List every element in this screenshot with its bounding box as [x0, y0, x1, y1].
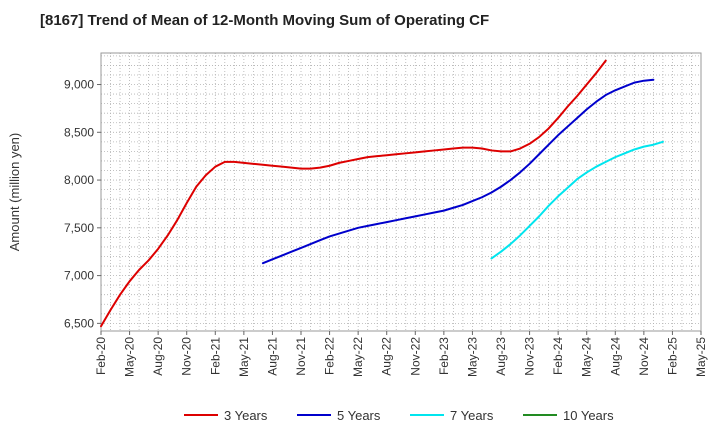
x-tick-label: May-23 — [465, 337, 479, 377]
x-tick-label: Feb-21 — [208, 337, 222, 375]
x-tick-label: Nov-21 — [294, 337, 308, 376]
legend-label: 3 Years — [224, 408, 268, 423]
series-line-3-years — [100, 59, 607, 328]
x-tick-label: Nov-20 — [180, 337, 194, 376]
x-tick-label: Nov-24 — [637, 337, 651, 376]
x-tick-label: May-24 — [580, 337, 594, 377]
chart-title: [8167] Trend of Mean of 12-Month Moving … — [40, 12, 490, 29]
y-tick-label: 8,000 — [64, 173, 94, 187]
legend-label: 7 Years — [450, 408, 494, 423]
x-tick-label: Feb-24 — [551, 337, 565, 375]
x-tick-label: Aug-23 — [494, 337, 508, 376]
x-tick-label: Aug-20 — [151, 337, 165, 376]
x-tick-label: May-20 — [123, 337, 137, 377]
legend-label: 10 Years — [563, 408, 614, 423]
x-tick-label: Feb-25 — [665, 337, 679, 375]
x-tick-label: May-25 — [694, 337, 708, 377]
plot-border — [100, 52, 702, 332]
x-tick-label: Aug-22 — [380, 337, 394, 376]
series-line-5-years — [261, 78, 655, 265]
plot-area — [101, 53, 701, 331]
x-tick-label: May-21 — [237, 337, 251, 377]
x-tick-label: Aug-21 — [265, 337, 279, 376]
x-tick-label: Nov-22 — [408, 337, 422, 376]
y-tick-label: 6,500 — [64, 316, 94, 330]
x-tick-label: Feb-20 — [94, 337, 108, 375]
x-tick-label: Nov-23 — [523, 337, 537, 376]
x-tick-label: Feb-22 — [323, 337, 337, 375]
y-tick-label: 9,000 — [64, 78, 94, 92]
x-tick-label: Feb-23 — [437, 337, 451, 375]
y-tick-label: 8,500 — [64, 125, 94, 139]
y-axis-title: Amount (million yen) — [7, 133, 22, 252]
x-tick-label: Aug-24 — [608, 337, 622, 376]
x-tick-label: May-22 — [351, 337, 365, 377]
legend-label: 5 Years — [337, 408, 381, 423]
y-tick-label: 7,500 — [64, 221, 94, 235]
y-tick-label: 7,000 — [64, 269, 94, 283]
series-line-7-years — [490, 140, 664, 260]
